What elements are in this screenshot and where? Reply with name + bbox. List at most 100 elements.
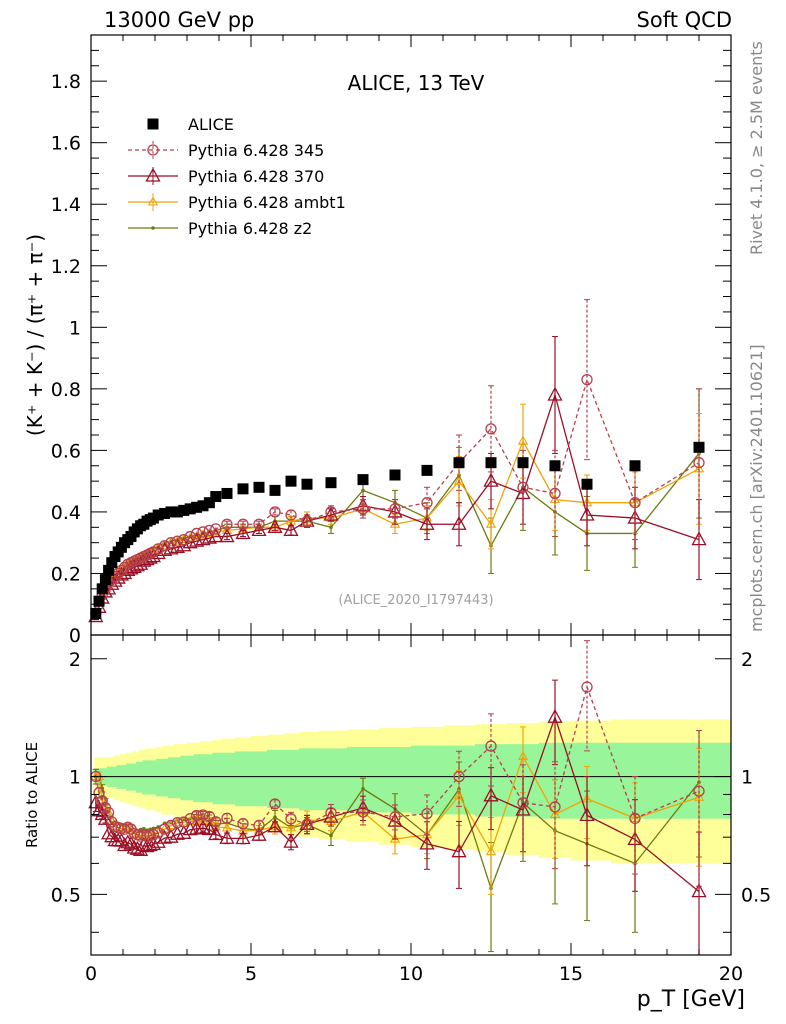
analysis-id: (ALICE_2020_I1797443): [338, 593, 493, 608]
point-pythia-6-428-345: [152, 543, 164, 555]
ratio-point-pythia-6-428-370: [691, 883, 707, 898]
y-tick-label: 0.2: [51, 563, 81, 585]
ratio-y-tick-label-right: 0.5: [741, 884, 771, 906]
ratio-point-pythia-6-428-345: [325, 807, 337, 819]
ratio-point-pythia-6-428-345: [285, 813, 297, 825]
point-pythia-6-428-345: [221, 518, 233, 530]
ratio-point-pythia-6-428-ambt1: [485, 846, 497, 856]
header-left: 13000 GeV pp: [104, 8, 254, 32]
point-pythia-6-428-345: [197, 526, 209, 538]
ratio-point-pythia-6-428-ambt1: [285, 822, 297, 832]
legend-label-alice: ALICE: [188, 115, 234, 134]
ratio-point-pythia-6-428-345: [581, 681, 593, 693]
ratio-point-pythia-6-428-370: [283, 833, 299, 848]
point-pythia-6-428-345: [485, 423, 497, 435]
ratio-point-pythia-6-428-370: [219, 829, 235, 844]
ratio-point-pythia-6-428-370: [267, 818, 283, 833]
ratio-point-pythia-6-428-ambt1: [103, 806, 114, 817]
ratio-point-pythia-6-428-345: [629, 812, 641, 825]
point-pythia-6-428-370: [691, 531, 707, 546]
x-tick-label: 0: [85, 963, 97, 985]
legend-label-pythia-6-428-345: Pythia 6.428 345: [188, 141, 324, 160]
ratio-point-pythia-6-428-345: [152, 827, 164, 839]
point-alice: [191, 501, 203, 513]
ratio-point-pythia-6-428-345: [210, 816, 222, 828]
ratio-point-pythia-6-428-345: [96, 795, 108, 807]
point-pythia-6-428-ambt1: [485, 518, 497, 528]
ratio-plot-panel: 0.5 0.51 12 20 5 10 15 20 Ratio to ALICE: [23, 634, 771, 985]
ratio-point-pythia-6-428-345: [165, 819, 177, 832]
ratio-point-pythia-6-428-ambt1: [517, 750, 529, 761]
ratio-y-tick-label-right: 2: [741, 649, 753, 671]
ratio-point-pythia-6-428-370: [579, 806, 595, 822]
point-pythia-6-428-345: [325, 506, 337, 518]
ratio-point-pythia-6-428-345: [253, 819, 265, 832]
x-tick-label: 10: [399, 963, 423, 985]
ratio-point-pythia-6-428-345: [549, 801, 561, 813]
point-pythia-6-428-370: [235, 525, 251, 540]
ratio-point-pythia-6-428-345: [269, 798, 281, 810]
point-alice: [237, 483, 249, 495]
ratio-point-pythia-6-428-345: [171, 817, 184, 829]
point-alice: [106, 557, 118, 569]
point-pythia-6-428-370: [201, 529, 217, 544]
ratio-point-pythia-6-428-z2: [273, 815, 277, 820]
legend-marker-pythia-6-428-370: [145, 167, 161, 182]
point-alice: [253, 481, 265, 493]
legend-marker-pythia-6-428-345: [147, 144, 159, 156]
point-pythia-6-428-345: [190, 527, 203, 540]
point-pythia-6-428-ambt1: [453, 475, 465, 485]
ratio-point-pythia-6-428-345: [147, 829, 160, 841]
ratio-point-pythia-6-428-370: [547, 708, 563, 723]
point-alice: [96, 583, 108, 595]
ratio-point-pythia-6-428-ambt1: [389, 833, 401, 843]
ratio-point-pythia-6-428-370: [123, 835, 139, 850]
y-tick-label: 0.6: [51, 440, 81, 462]
point-pythia-6-428-345: [165, 537, 177, 549]
y-tick-label: 1.6: [51, 133, 81, 155]
ratio-point-pythia-6-428-370: [208, 826, 224, 841]
x-tick-label: 15: [559, 963, 583, 985]
y-tick-label: 1.2: [51, 256, 81, 278]
chart-title: ALICE, 13 TeV: [348, 71, 485, 95]
rivet-label: Rivet 4.1.0, ≥ 2.5M events: [747, 41, 766, 255]
point-alice: [152, 509, 164, 521]
legend-label-pythia-6-428-370: Pythia 6.428 370: [188, 167, 324, 186]
legend-marker-pythia-6-428-z2: [151, 226, 155, 230]
point-pythia-6-428-370: [219, 528, 235, 543]
ratio-y-tick-label-right: 1: [741, 767, 753, 789]
point-pythia-6-428-370: [251, 522, 267, 537]
point-pythia-6-428-345: [517, 481, 529, 493]
point-pythia-6-428-370: [579, 506, 595, 521]
ratio-point-pythia-6-428-z2: [361, 786, 365, 791]
point-pythia-6-428-345: [178, 533, 190, 546]
point-pythia-6-428-370: [267, 518, 283, 533]
point-pythia-6-428-345: [421, 497, 433, 509]
point-alice: [178, 504, 190, 516]
point-alice: [285, 475, 297, 487]
point-pythia-6-428-345: [115, 564, 128, 577]
legend-label-pythia-6-428-z2: Pythia 6.428 z2: [188, 219, 312, 238]
point-pythia-6-428-345: [158, 540, 171, 552]
ratio-point-pythia-6-428-345: [221, 812, 233, 824]
point-alice: [549, 460, 561, 472]
point-pythia-6-428-370: [323, 506, 339, 521]
point-pythia-6-428-345: [581, 373, 593, 386]
y-tick-label: 1: [69, 317, 81, 339]
point-alice: [203, 497, 215, 509]
point-pythia-6-428-ambt1: [113, 567, 124, 578]
ratio-point-pythia-6-428-345: [301, 818, 313, 830]
point-alice: [325, 477, 337, 489]
y-tick-label: 1.8: [51, 71, 81, 93]
ratio-point-pythia-6-428-370: [126, 839, 142, 854]
mcplots-label: mcplots.cern.ch [arXiv:2401.10621]: [747, 344, 766, 632]
ratio-point-pythia-6-428-370: [235, 830, 251, 845]
ratio-point-pythia-6-428-345: [237, 818, 249, 830]
ratio-point-pythia-6-428-370: [451, 843, 467, 858]
ratio-point-pythia-6-428-370: [483, 787, 499, 802]
series-line-pythia-6-428-345: [95, 377, 700, 614]
ratio-point-pythia-6-428-370: [176, 824, 192, 839]
ratio-point-pythia-6-428-370: [101, 825, 117, 840]
point-pythia-6-428-z2: [329, 525, 333, 530]
point-alice: [421, 464, 433, 476]
